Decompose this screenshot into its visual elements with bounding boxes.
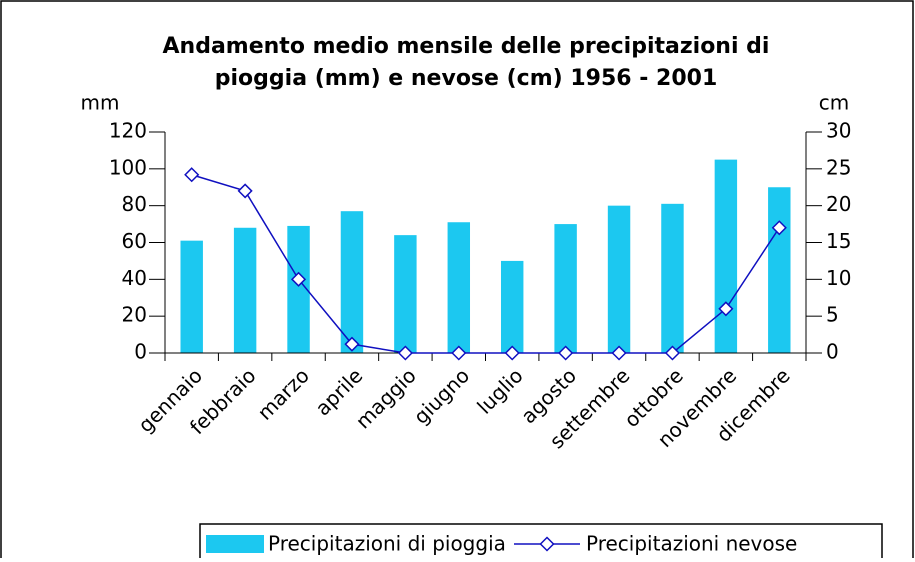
y2-tick-label: 0 [826,340,839,364]
legend-label: Precipitazioni di pioggia [268,532,506,556]
y-tick-label: 20 [122,303,147,327]
marker [611,345,627,361]
legend-swatch [206,535,264,553]
y-tick-label: 40 [122,266,147,290]
bar [768,187,791,353]
bar [554,224,577,353]
legend-marker [539,536,555,552]
bar [607,205,631,353]
bar [287,225,310,353]
y2-tick-label: 5 [826,303,839,327]
y2-tick-label: 25 [826,155,851,179]
y-tick-label: 80 [122,192,147,216]
bar [180,240,203,353]
y-tick-label: 60 [122,229,147,253]
y-tick-label: 0 [134,340,147,364]
marker [290,271,307,287]
line [191,174,780,354]
marker [237,183,253,199]
y2-tick-label: 15 [826,229,851,253]
bar [661,203,684,353]
bar [394,235,417,353]
marker [184,167,200,183]
marker [664,345,681,361]
bar [447,222,471,353]
y-tick-label: 120 [109,119,147,143]
legend-label: Precipitazioni nevose [586,532,797,556]
marker [771,220,787,236]
marker [504,345,520,361]
chart-title: pioggia (mm) e nevose (cm) 1956 - 2001 [215,66,718,91]
bar [233,227,257,353]
chart-title: Andamento medio mensile delle precipitaz… [163,34,770,59]
y-tick-label: 100 [109,155,147,179]
marker [451,345,467,361]
bar [500,260,524,353]
marker [344,336,360,352]
y2-tick-label: 20 [826,192,851,216]
y2-axis-label: cm [819,91,849,115]
marker [397,345,413,361]
bar [340,211,364,353]
bar [714,159,738,353]
y2-tick-label: 30 [826,119,851,143]
marker [718,301,734,317]
marker [558,345,574,361]
y2-tick-label: 10 [826,266,851,290]
y-axis-label: mm [81,91,120,115]
